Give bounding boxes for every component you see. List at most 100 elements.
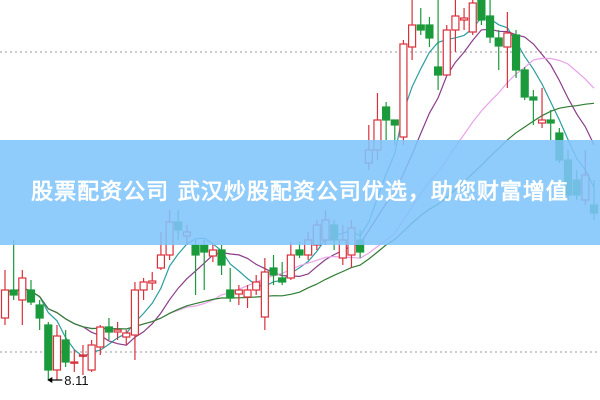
candle-up [70,350,79,372]
candle-up [122,330,131,345]
candle-body [433,66,443,76]
candle-down [61,330,70,367]
candle-down [35,300,44,330]
candle-down [9,240,18,300]
candle-down [425,17,434,47]
candle-up [243,285,252,308]
title-banner: 股票配资公司 武汉炒股配资公司优选，助您财富增值 [0,140,600,245]
candle-body [130,289,140,336]
candle-body [18,277,27,301]
candle-body [200,244,209,253]
candle-body [451,15,460,31]
candle-up [18,270,27,325]
candle-body [529,96,538,101]
candle-body [416,24,425,31]
candle-down [191,240,200,295]
candle-body [35,304,44,319]
candle-body [208,249,217,257]
candle-body [485,15,495,38]
low-price-label: 8.11 [64,373,88,388]
candle-down [26,280,36,305]
candle-up [399,40,408,145]
candle-up [459,8,469,30]
candle-up [148,272,157,290]
candle-body [546,119,555,124]
candle-up [451,0,460,52]
candle-body [104,326,114,333]
candle-up [537,88,547,128]
candle-up [468,0,477,35]
low-annotation: 8.11 [47,373,89,388]
candle-down [511,30,521,78]
candle-down [529,90,538,125]
candle-up [113,322,122,340]
candle-body [260,271,269,318]
candle-up [408,0,417,60]
candle-up [52,325,62,380]
candle-down [382,102,391,140]
candle-up [260,258,269,330]
candle-up [139,278,148,300]
candle-down [546,110,555,140]
candle-body [26,289,36,303]
candle-down [477,0,486,25]
candle-body [243,289,252,298]
candle-up [78,345,88,375]
candle-down [217,245,226,275]
candle-body [0,289,10,319]
candle-body [494,37,503,47]
candle-body [537,119,547,124]
candle-up [442,25,451,76]
candle-body [425,24,434,39]
candle-down [520,67,529,100]
candle-body [286,254,295,279]
candle-down [485,0,495,43]
candle-body [408,24,417,48]
candle-body [156,254,166,269]
candle-down [494,30,503,70]
candle-body [96,326,105,348]
candle-body [520,69,529,98]
candle-body [113,329,122,333]
candle-body [191,244,200,256]
candle-body [78,354,88,357]
candle-up [503,12,512,88]
candle-body [459,17,469,21]
candle-body [70,361,79,364]
candle-body [139,281,148,291]
candle-body [503,32,512,48]
candle-up [234,285,243,305]
candle-body [295,249,304,256]
ma5-line [4,16,595,358]
candle-body [252,281,261,291]
candle-body [148,280,157,284]
candle-body [399,43,408,138]
arrow-head [47,377,53,383]
banner-title: 股票配资公司 武汉炒股配资公司优选，助您财富增值 [31,179,569,205]
candle-down [104,318,114,340]
candle-body [511,34,521,71]
candle-up [96,325,105,355]
candle-up [252,275,261,295]
candle-down [269,255,278,285]
candle-body [9,289,18,296]
candle-up [208,245,217,262]
candle-up [87,340,96,372]
candle-body [122,332,131,338]
candle-down [44,322,53,380]
candle-down [416,8,425,35]
candle-up [0,270,10,325]
candle-body [226,289,235,299]
candle-body [87,344,96,371]
candle-body [442,29,451,76]
candle-body [61,339,70,363]
candle-body [468,2,477,33]
candle-down [278,262,287,285]
candle-down [226,268,235,302]
candle-body [477,0,486,21]
candle-body [390,119,399,126]
candle-body [382,106,391,121]
candle-body [52,335,62,371]
candle-body [234,289,243,295]
